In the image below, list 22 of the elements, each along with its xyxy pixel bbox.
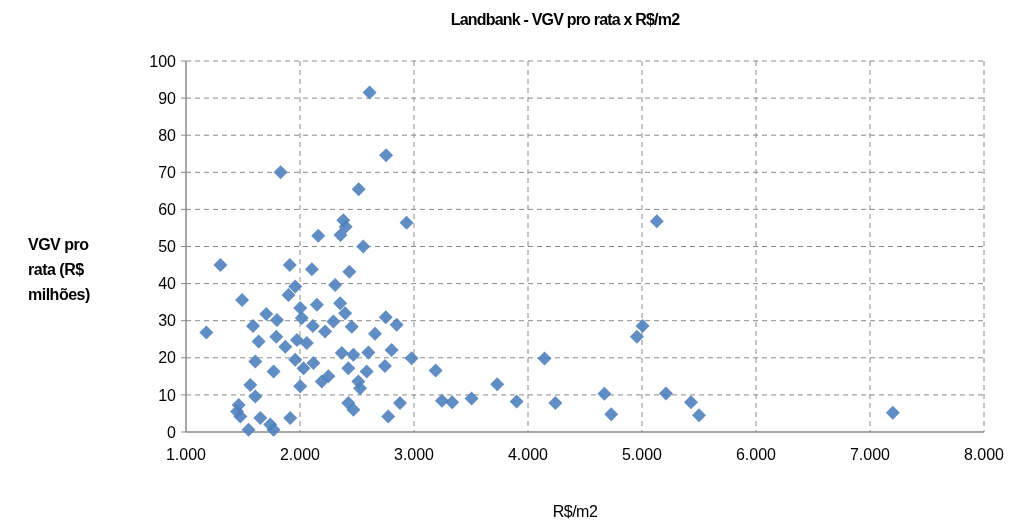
y-tick-label: 20 xyxy=(158,349,177,367)
y-tick-label: 10 xyxy=(158,386,177,404)
y-axis-title: VGV pro rata (R$ milhões) xyxy=(28,236,90,303)
x-tick-label: 5.000 xyxy=(621,446,663,463)
y-tick-label: 60 xyxy=(158,201,177,218)
x-tick-label: 6.000 xyxy=(735,446,777,463)
x-tick-label: 2.000 xyxy=(279,446,321,463)
x-tick-label: 7.000 xyxy=(849,446,891,463)
y-tick-label: 30 xyxy=(158,312,177,330)
x-tick-label: 3.000 xyxy=(393,446,435,463)
y-tick-label: 0 xyxy=(167,423,177,441)
chart-title: Landbank - VGV pro rata x R$/m2 xyxy=(450,11,681,28)
x-tick-label: 1.000 xyxy=(165,446,207,463)
y-tick-label: 90 xyxy=(158,89,177,107)
y-tick-label: 40 xyxy=(158,275,177,293)
x-tick-label: 8.000 xyxy=(963,446,1005,463)
x-axis-title: R$/m2 xyxy=(552,503,598,520)
x-tick-label: 4.000 xyxy=(507,446,549,463)
y-tick-label: 50 xyxy=(158,238,177,256)
y-tick-label: 100 xyxy=(149,52,177,70)
y-tick-label: 70 xyxy=(158,163,177,181)
y-tick-label: 80 xyxy=(158,126,177,144)
